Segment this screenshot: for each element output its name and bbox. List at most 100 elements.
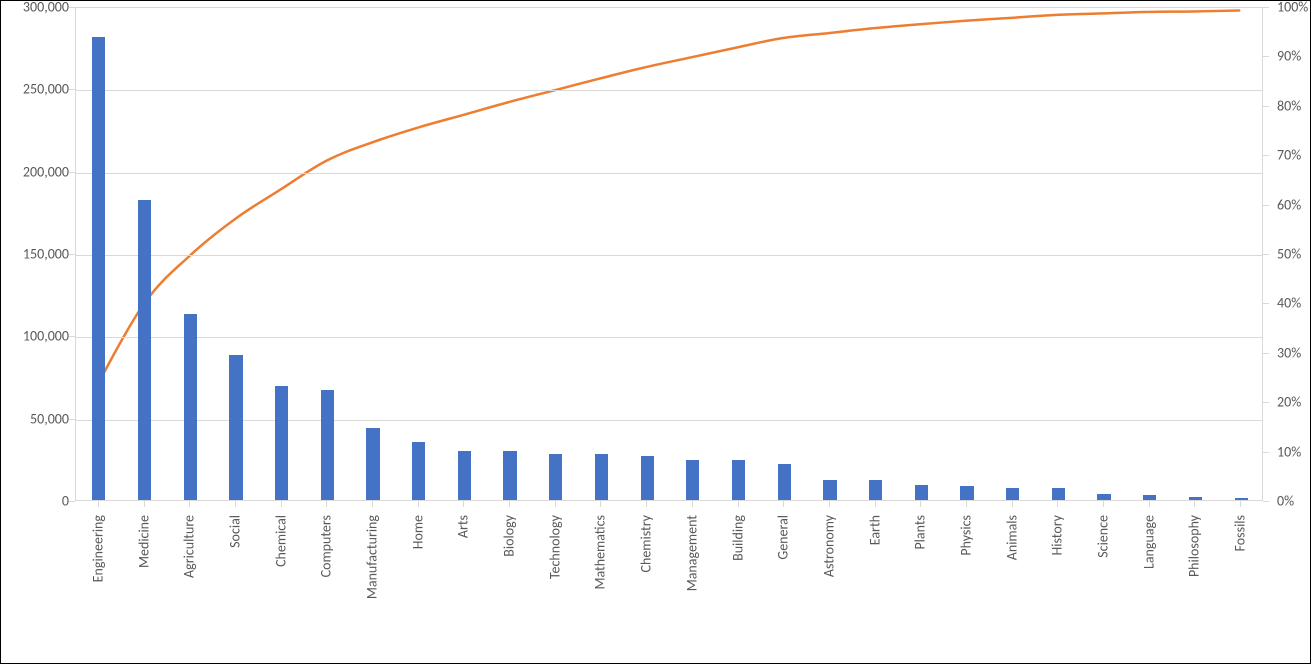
x-tick — [1149, 501, 1150, 507]
bar — [503, 451, 516, 500]
bar — [184, 314, 197, 500]
x-label: Fossils — [1232, 515, 1249, 551]
x-label: Animals — [1003, 515, 1020, 560]
x-label: Language — [1140, 515, 1157, 569]
x-label: Mathematics — [592, 515, 609, 590]
gridline — [76, 255, 1262, 256]
y-right-label: 20% — [1277, 394, 1301, 411]
x-label: Engineering — [89, 515, 106, 582]
bar — [549, 454, 562, 500]
bar — [823, 480, 836, 500]
y-right-label: 30% — [1277, 344, 1301, 361]
y-right-tick — [1263, 56, 1269, 57]
y-right-label: 40% — [1277, 295, 1301, 312]
y-right-tick — [1263, 353, 1269, 354]
x-tick — [1103, 501, 1104, 507]
x-tick — [1194, 501, 1195, 507]
x-tick — [463, 501, 464, 507]
x-tick — [600, 501, 601, 507]
y-right-label: 60% — [1277, 196, 1301, 213]
bar — [229, 355, 242, 500]
bar — [960, 486, 973, 500]
bar — [138, 200, 151, 500]
y-right-label: 70% — [1277, 147, 1301, 164]
x-tick — [189, 501, 190, 507]
y-right-tick — [1263, 106, 1269, 107]
x-label: Science — [1095, 515, 1112, 558]
x-label: Social — [226, 515, 243, 548]
bar — [595, 454, 608, 500]
y-right-tick — [1263, 7, 1269, 8]
x-label: Building — [729, 515, 746, 561]
x-tick — [829, 501, 830, 507]
x-label: General — [775, 515, 792, 560]
x-label: Computers — [318, 515, 335, 577]
x-tick — [1012, 501, 1013, 507]
y-right-label: 100% — [1277, 0, 1308, 16]
y-right-label: 0% — [1277, 493, 1294, 510]
cumulative-line-path — [99, 10, 1239, 381]
x-label: Medicine — [135, 515, 152, 568]
y-right-tick — [1263, 452, 1269, 453]
y-left-tick — [69, 419, 75, 420]
bar — [412, 442, 425, 500]
x-tick — [783, 501, 784, 507]
y-left-tick — [69, 89, 75, 90]
gridline — [76, 173, 1262, 174]
y-left-label: 300,000 — [5, 0, 69, 16]
bar — [366, 428, 379, 500]
y-right-tick — [1263, 501, 1269, 502]
x-tick — [646, 501, 647, 507]
x-tick — [418, 501, 419, 507]
x-label: Astronomy — [820, 515, 837, 577]
y-left-label: 250,000 — [5, 81, 69, 98]
x-tick — [875, 501, 876, 507]
x-tick — [326, 501, 327, 507]
x-tick — [98, 501, 99, 507]
bar — [732, 460, 745, 500]
y-left-tick — [69, 7, 75, 8]
y-right-label: 50% — [1277, 246, 1301, 263]
x-tick — [1057, 501, 1058, 507]
x-label: Technology — [546, 515, 563, 579]
y-left-label: 150,000 — [5, 246, 69, 263]
x-tick — [555, 501, 556, 507]
bar — [92, 37, 105, 500]
bar — [1189, 497, 1202, 500]
y-right-label: 90% — [1277, 48, 1301, 65]
y-left-label: 200,000 — [5, 163, 69, 180]
bar — [1143, 495, 1156, 500]
cumulative-line — [76, 8, 1262, 500]
pareto-chart: 050,000100,000150,000200,000250,000300,0… — [0, 0, 1311, 664]
bar — [915, 485, 928, 500]
x-tick — [920, 501, 921, 507]
y-right-tick — [1263, 402, 1269, 403]
gridline — [76, 337, 1262, 338]
bar — [869, 480, 882, 500]
gridline — [76, 90, 1262, 91]
x-tick — [1240, 501, 1241, 507]
y-right-tick — [1263, 155, 1269, 156]
bar — [686, 460, 699, 500]
x-tick — [235, 501, 236, 507]
x-label: Chemistry — [638, 515, 655, 572]
x-label: Management — [683, 515, 700, 591]
y-right-label: 10% — [1277, 443, 1301, 460]
bar — [458, 451, 471, 500]
x-label: Chemical — [272, 515, 289, 567]
x-tick — [738, 501, 739, 507]
bar — [321, 390, 334, 500]
x-label: Home — [409, 515, 426, 549]
x-tick — [281, 501, 282, 507]
bar — [1235, 498, 1248, 500]
x-label: Earth — [866, 515, 883, 545]
x-label: Manufacturing — [364, 515, 381, 599]
y-left-label: 100,000 — [5, 328, 69, 345]
y-left-label: 50,000 — [5, 410, 69, 427]
y-left-tick — [69, 336, 75, 337]
bar — [275, 386, 288, 500]
y-left-tick — [69, 172, 75, 173]
y-right-tick — [1263, 254, 1269, 255]
x-label: History — [1049, 515, 1066, 555]
x-tick — [372, 501, 373, 507]
